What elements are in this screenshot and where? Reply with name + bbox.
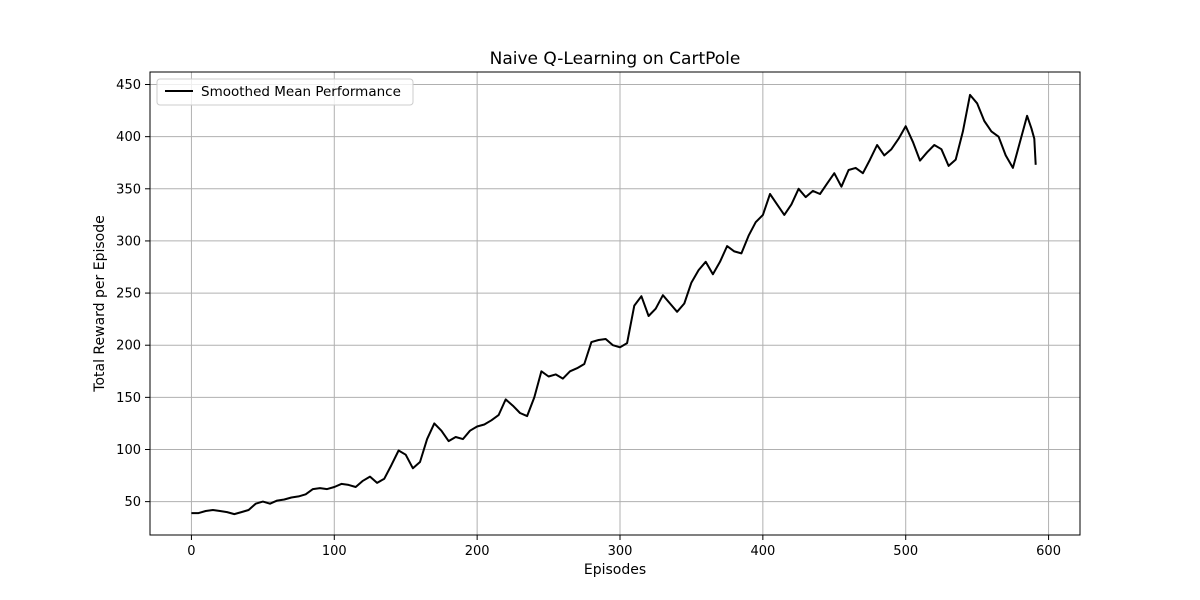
x-tick-label: 600: [1036, 544, 1061, 559]
y-tick-label: 300: [116, 234, 141, 249]
y-tick-label: 100: [116, 443, 141, 458]
plot-frame: [149, 71, 1081, 536]
y-axis-label: Total Reward per Episode: [92, 215, 108, 392]
x-tick-label: 200: [465, 544, 490, 559]
chart-title: Naive Q-Learning on CartPole: [490, 49, 741, 69]
x-axis-label: Episodes: [584, 562, 646, 578]
axis-ticks: 0 100 200 300 400 500 600 50 100 150 200 250 300 350 4…: [116, 78, 1061, 559]
y-tick-label: 450: [116, 78, 141, 93]
y-tick-label: 250: [116, 287, 141, 302]
y-tick-label: 50: [124, 495, 141, 510]
y-tick-label: 400: [116, 130, 141, 145]
legend-label: Smoothed Mean Performance: [201, 84, 401, 100]
x-tick-label: 100: [322, 544, 347, 559]
x-tick-label: 0: [187, 544, 195, 559]
legend-box: [156, 78, 414, 106]
legend: Smoothed Mean Performance: [156, 78, 414, 106]
y-tick-label: 150: [116, 391, 141, 406]
y-tick-label: 200: [116, 339, 141, 354]
series-line: [191, 93, 1037, 516]
series-layer: [191, 93, 1037, 516]
x-tick-label: 500: [893, 544, 918, 559]
y-tick-label: 350: [116, 182, 141, 197]
x-tick-label: 300: [608, 544, 633, 559]
x-tick-label: 400: [750, 544, 775, 559]
